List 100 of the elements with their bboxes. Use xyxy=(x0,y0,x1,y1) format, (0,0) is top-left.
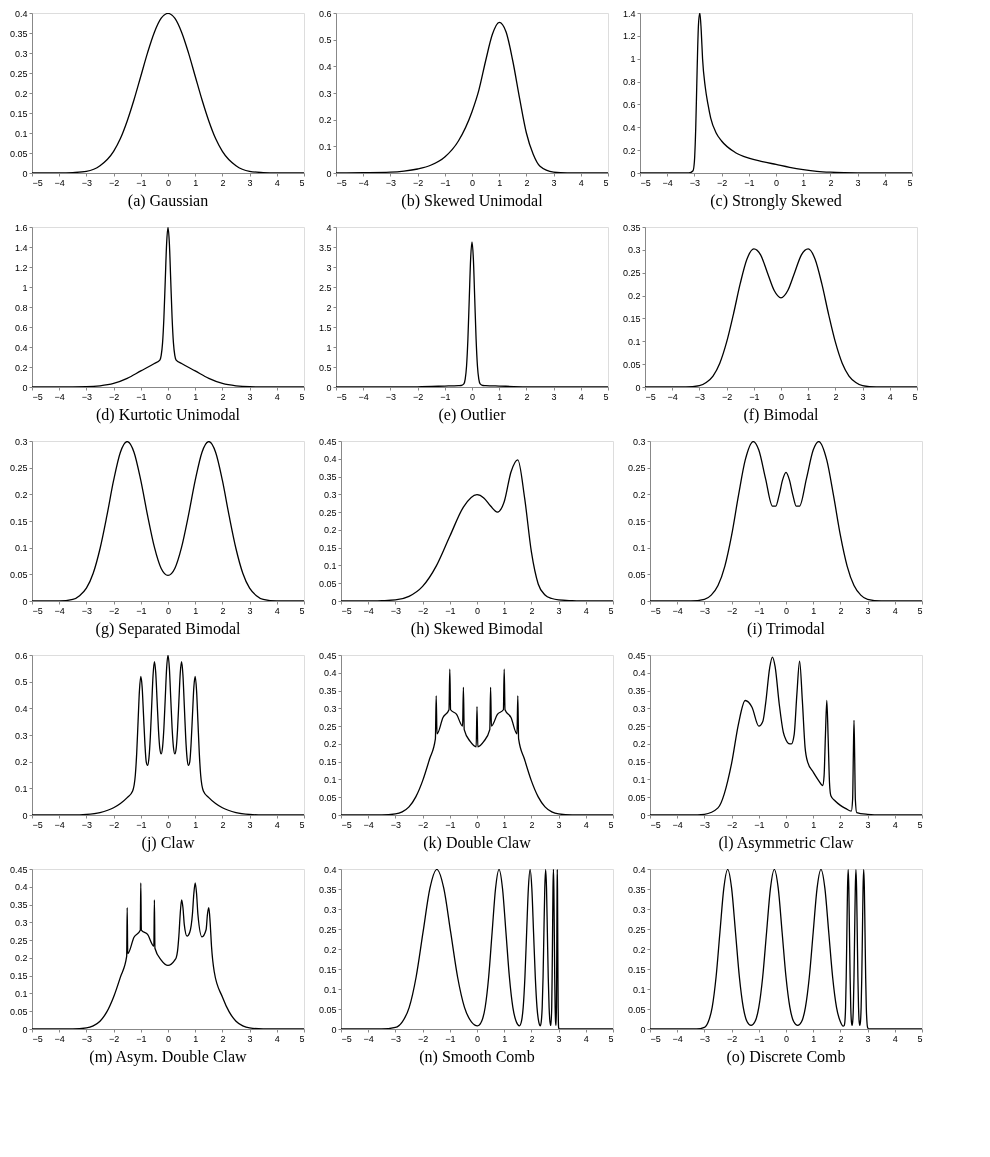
x-tick-label: −1 xyxy=(136,819,147,830)
x-tick-label: −4 xyxy=(363,605,374,616)
x-tick-label: −5 xyxy=(336,391,347,402)
x-tick-label: 0 xyxy=(778,391,785,402)
x-tick-label: 3 xyxy=(556,819,562,830)
y-tick-label: 0.4 xyxy=(318,61,332,72)
x-tick-label: 4 xyxy=(882,177,888,188)
x-tick-label: −2 xyxy=(412,391,424,402)
y-tick-label: 0.05 xyxy=(627,1004,646,1015)
x-tick-label: −4 xyxy=(672,605,683,616)
y-tick-label: 0.3 xyxy=(14,917,28,928)
x-tick-label: −2 xyxy=(726,1033,738,1044)
y-tick-label: 0.5 xyxy=(318,35,332,46)
y-tick-label: 0.4 xyxy=(632,864,646,875)
x-tick-label: 1 xyxy=(502,1033,508,1044)
x-tick-label: 5 xyxy=(917,819,923,830)
y-tick-label: 0.8 xyxy=(14,302,28,313)
y-tick-label: 0 xyxy=(640,596,646,607)
y-tick-label: 0 xyxy=(22,596,28,607)
y-tick-label: 0.35 xyxy=(622,222,641,233)
text: (e) Outlier xyxy=(438,406,507,424)
x-tick-label: 2 xyxy=(524,391,530,402)
text: (a) Gaussian xyxy=(127,192,209,210)
y-tick-label: 0.4 xyxy=(323,668,337,679)
text: (m) Asym. Double Claw xyxy=(89,1048,248,1066)
x-tick-label: −3 xyxy=(385,177,397,188)
y-tick-label: 0.4 xyxy=(622,122,636,133)
y-tick-label: 0.2 xyxy=(14,953,28,964)
x-tick-label: 0 xyxy=(783,819,790,830)
text: (j) Claw xyxy=(141,834,195,852)
y-tick-label: 0 xyxy=(22,168,28,179)
y-tick-label: 0 xyxy=(326,168,332,179)
x-tick-label: 5 xyxy=(608,605,614,616)
x-tick-label: 2 xyxy=(220,605,226,616)
x-tick-label: −2 xyxy=(726,605,738,616)
x-tick-label: −3 xyxy=(699,605,711,616)
text: (l) Asymmetric Claw xyxy=(718,834,854,852)
x-tick-label: 0 xyxy=(469,391,476,402)
y-tick-label: 0.3 xyxy=(14,436,28,447)
y-tick-label: 0.1 xyxy=(323,560,337,571)
x-tick-label: −5 xyxy=(32,391,43,402)
x-tick-label: 4 xyxy=(583,819,589,830)
x-tick-label: −2 xyxy=(417,605,429,616)
y-tick-label: 1.2 xyxy=(14,262,28,273)
x-tick-label: 2 xyxy=(220,819,226,830)
line-series xyxy=(32,441,304,601)
y-tick-label: 0 xyxy=(630,168,636,179)
y-tick-label: 0.35 xyxy=(9,28,28,39)
line-series xyxy=(32,227,304,387)
x-tick-label: −4 xyxy=(358,177,369,188)
y-tick-label: 0.2 xyxy=(14,362,28,373)
x-tick-label: −5 xyxy=(32,1033,43,1044)
x-tick-label: 0 xyxy=(474,605,481,616)
y-tick-label: 0.05 xyxy=(627,792,646,803)
x-tick-label: −3 xyxy=(81,605,93,616)
x-tick-label: 0 xyxy=(165,1033,172,1044)
x-tick-label: 1 xyxy=(806,391,812,402)
y-tick-label: 0.2 xyxy=(323,944,337,955)
text: (f) Bimodal xyxy=(743,406,820,424)
x-tick-label: 2 xyxy=(524,177,530,188)
y-tick-label: 0.25 xyxy=(9,68,28,79)
y-tick-label: 0.2 xyxy=(622,145,636,156)
x-tick-label: 2 xyxy=(220,1033,226,1044)
y-tick-label: 0.4 xyxy=(323,864,337,875)
x-tick-label: −2 xyxy=(726,819,738,830)
x-tick-label: 5 xyxy=(299,1033,305,1044)
x-tick-label: −2 xyxy=(716,177,728,188)
x-tick-label: −5 xyxy=(32,177,43,188)
y-tick-label: 0.25 xyxy=(318,507,337,518)
y-tick-label: 0.15 xyxy=(9,108,28,119)
y-tick-label: 0 xyxy=(326,382,332,393)
x-tick-label: 0 xyxy=(165,177,172,188)
x-tick-label: 3 xyxy=(556,1033,562,1044)
x-tick-label: 2 xyxy=(838,1033,844,1044)
x-tick-label: −1 xyxy=(445,605,456,616)
y-tick-label: 1 xyxy=(630,54,636,65)
y-tick-label: 3.5 xyxy=(318,242,332,253)
line-series xyxy=(640,13,912,173)
x-tick-label: −2 xyxy=(108,177,120,188)
x-tick-label: 4 xyxy=(274,819,280,830)
y-tick-label: 0 xyxy=(635,382,641,393)
y-tick-label: 0 xyxy=(331,596,337,607)
y-tick-label: 0.3 xyxy=(323,703,337,714)
x-tick-label: −1 xyxy=(744,177,755,188)
x-tick-label: −1 xyxy=(445,1033,456,1044)
text: (h) Skewed Bimodal xyxy=(410,620,544,638)
x-tick-label: −1 xyxy=(754,819,765,830)
x-tick-label: −1 xyxy=(445,819,456,830)
y-tick-label: 1 xyxy=(22,282,28,293)
y-tick-label: 0.1 xyxy=(627,336,641,347)
y-tick-label: 0.05 xyxy=(318,792,337,803)
y-tick-label: 0.1 xyxy=(632,984,646,995)
x-tick-label: 1 xyxy=(193,391,199,402)
x-tick-label: 3 xyxy=(865,819,871,830)
x-tick-label: 4 xyxy=(892,605,898,616)
x-tick-label: 5 xyxy=(299,605,305,616)
y-tick-label: 2 xyxy=(326,302,332,313)
x-tick-label: −5 xyxy=(32,605,43,616)
y-tick-label: 0.45 xyxy=(627,650,646,661)
x-tick-label: 1 xyxy=(497,391,503,402)
